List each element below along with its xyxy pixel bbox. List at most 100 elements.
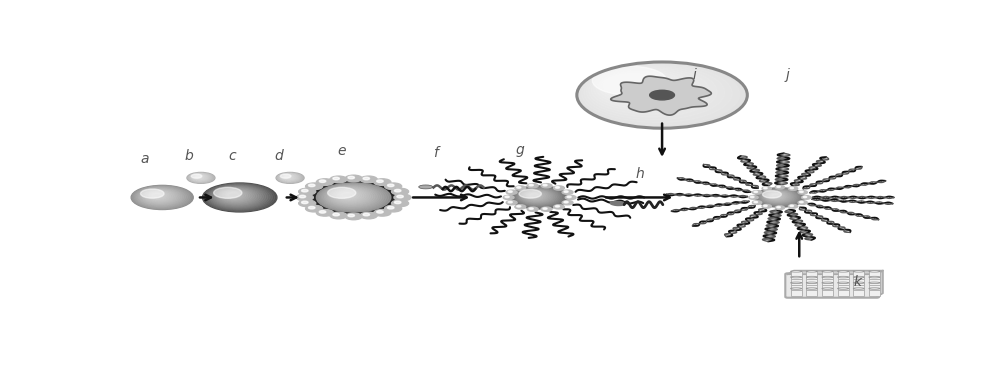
Ellipse shape [869,288,880,289]
Circle shape [189,173,212,182]
Text: d: d [274,149,283,163]
Circle shape [577,62,747,128]
Bar [822,289,833,296]
Ellipse shape [419,185,433,189]
Circle shape [340,192,355,198]
Circle shape [798,190,807,194]
Circle shape [508,191,512,192]
Circle shape [131,185,193,210]
Circle shape [216,188,257,204]
Circle shape [598,72,679,103]
Bar [822,271,833,279]
Circle shape [188,173,213,183]
Circle shape [510,186,569,209]
Bar [838,283,849,291]
Circle shape [601,72,672,100]
Ellipse shape [806,271,817,272]
Circle shape [283,175,294,179]
Text: a: a [140,152,149,166]
Bar [791,271,802,279]
Ellipse shape [838,276,849,278]
Circle shape [517,206,521,207]
Circle shape [767,192,787,200]
Circle shape [318,184,389,211]
Circle shape [603,74,664,97]
Circle shape [141,189,178,204]
Text: c: c [228,149,236,163]
Circle shape [508,201,512,203]
Circle shape [214,188,259,205]
Circle shape [592,66,667,95]
Circle shape [529,193,541,198]
Circle shape [525,192,546,200]
Circle shape [225,192,243,199]
Circle shape [520,190,555,203]
Circle shape [770,194,782,198]
Circle shape [204,184,275,211]
Circle shape [764,205,767,206]
Circle shape [589,67,710,114]
Circle shape [196,176,201,178]
Circle shape [555,187,559,188]
Bar [838,289,849,296]
Circle shape [284,176,292,179]
Circle shape [223,191,246,200]
Circle shape [752,190,762,194]
Circle shape [135,187,188,207]
Circle shape [506,201,517,205]
Ellipse shape [791,288,802,289]
Circle shape [142,190,176,203]
Ellipse shape [791,271,802,272]
Circle shape [802,196,811,199]
Circle shape [527,207,538,211]
Circle shape [334,190,364,201]
Circle shape [800,201,803,203]
Circle shape [302,201,308,204]
Circle shape [327,187,375,206]
Circle shape [286,176,290,178]
Circle shape [328,187,356,198]
Polygon shape [877,271,883,297]
Circle shape [279,174,299,181]
Circle shape [511,187,567,208]
Circle shape [387,184,394,187]
Circle shape [319,180,326,183]
Circle shape [800,191,803,192]
Circle shape [213,187,261,206]
Circle shape [555,206,559,207]
Ellipse shape [838,282,849,283]
Circle shape [757,188,802,206]
Circle shape [766,192,788,201]
Circle shape [147,192,169,200]
Circle shape [759,189,799,205]
Circle shape [762,187,771,190]
Circle shape [565,196,576,199]
Circle shape [554,205,564,209]
Circle shape [762,190,794,203]
Circle shape [140,189,164,198]
Circle shape [308,206,315,209]
Circle shape [755,188,805,207]
Circle shape [530,194,539,197]
Circle shape [518,189,557,204]
Circle shape [761,190,796,204]
Circle shape [522,190,551,202]
Circle shape [333,189,366,203]
Circle shape [543,208,547,210]
Circle shape [211,187,264,207]
Bar [822,283,833,291]
Circle shape [790,187,794,189]
Circle shape [763,191,781,198]
Circle shape [222,190,248,201]
Circle shape [515,186,526,190]
Circle shape [345,213,362,220]
Ellipse shape [806,276,817,278]
Circle shape [132,186,191,209]
Circle shape [190,174,210,181]
Circle shape [316,183,391,212]
Circle shape [749,196,758,199]
Circle shape [150,193,165,199]
Circle shape [316,183,391,212]
Circle shape [768,193,785,199]
Circle shape [208,185,268,208]
